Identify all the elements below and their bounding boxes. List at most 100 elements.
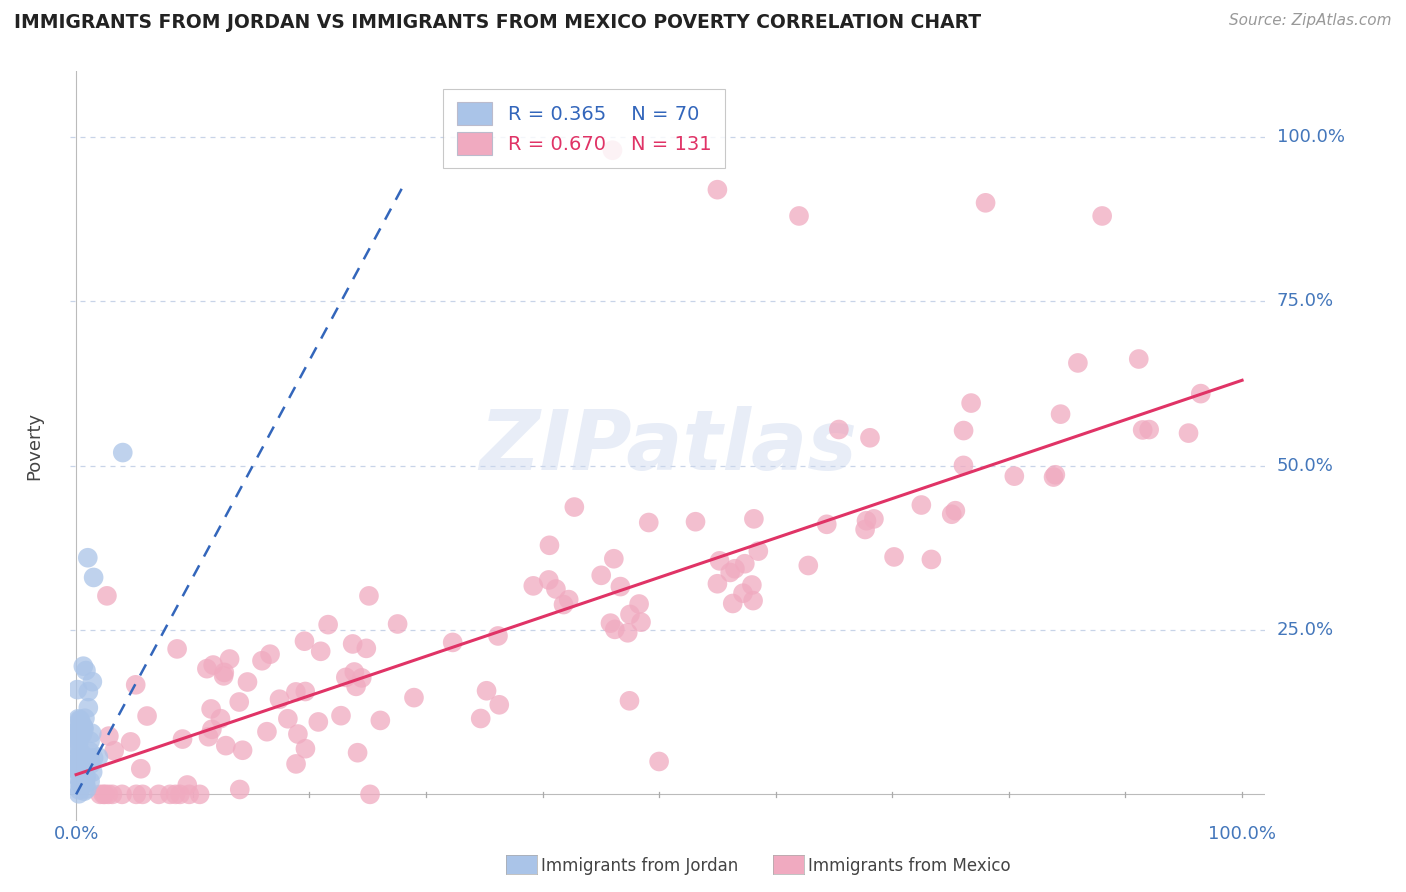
Point <box>188 788 211 802</box>
Point <box>952 458 974 473</box>
Point <box>797 558 820 573</box>
Point <box>69 777 91 791</box>
Point <box>66 749 89 764</box>
Point <box>176 778 198 792</box>
Point <box>72 718 94 732</box>
Point <box>79 745 101 759</box>
Point <box>259 647 281 661</box>
Point <box>148 788 170 802</box>
Point <box>201 723 224 737</box>
Point <box>1045 467 1067 482</box>
Point <box>76 781 98 796</box>
Point <box>66 739 89 754</box>
Point <box>1128 351 1150 366</box>
Point <box>350 671 373 685</box>
Point <box>229 782 252 797</box>
Point <box>72 659 94 673</box>
Text: ZIPatlas: ZIPatlas <box>479 406 856 486</box>
Point <box>73 759 96 773</box>
Point <box>125 788 148 802</box>
Point <box>67 760 90 774</box>
Point <box>685 515 707 529</box>
Point <box>69 776 91 790</box>
Point <box>960 396 983 410</box>
Point <box>165 788 187 802</box>
Point <box>65 762 87 776</box>
Point <box>1091 209 1114 223</box>
Point <box>486 629 509 643</box>
Text: 100.0%: 100.0% <box>1208 825 1277 843</box>
Point <box>96 589 118 603</box>
Point <box>65 758 87 772</box>
Point <box>342 637 364 651</box>
Point <box>974 195 997 210</box>
Text: Immigrants from Jordan: Immigrants from Jordan <box>541 857 738 875</box>
Point <box>66 739 89 754</box>
Point <box>553 598 575 612</box>
Point <box>269 692 291 706</box>
Point <box>212 669 235 683</box>
Point <box>357 589 380 603</box>
Text: IMMIGRANTS FROM JORDAN VS IMMIGRANTS FROM MEXICO POVERTY CORRELATION CHART: IMMIGRANTS FROM JORDAN VS IMMIGRANTS FRO… <box>14 13 981 32</box>
Point <box>69 765 91 780</box>
Point <box>250 654 273 668</box>
Point <box>73 784 96 798</box>
Point <box>591 568 613 582</box>
Point <box>65 724 87 739</box>
Point <box>67 723 90 737</box>
Point <box>1132 423 1154 437</box>
Point <box>125 678 148 692</box>
Point <box>488 698 510 712</box>
Point <box>75 770 97 784</box>
Point <box>630 615 652 629</box>
Point <box>356 641 378 656</box>
Point <box>66 726 89 740</box>
Point <box>742 593 765 607</box>
Point <box>169 788 191 802</box>
Point <box>72 721 94 735</box>
Point <box>724 562 747 576</box>
Point <box>215 739 238 753</box>
Point <box>172 732 194 747</box>
Point <box>1042 470 1064 484</box>
Point <box>67 764 90 778</box>
Point <box>67 731 90 745</box>
Point <box>637 516 659 530</box>
Point <box>75 776 97 790</box>
Point <box>80 757 103 772</box>
Point <box>70 746 93 760</box>
Point <box>855 514 877 528</box>
Point <box>76 550 98 565</box>
Point <box>603 551 626 566</box>
Point <box>97 729 120 743</box>
Point <box>475 683 498 698</box>
Point <box>316 617 339 632</box>
Point <box>603 623 626 637</box>
Point <box>1137 423 1160 437</box>
Text: 100.0%: 100.0% <box>1277 128 1344 146</box>
Point <box>294 684 316 698</box>
Point <box>232 743 254 757</box>
Legend: R = 0.365    N = 70, R = 0.670    N = 131: R = 0.365 N = 70, R = 0.670 N = 131 <box>443 88 725 169</box>
Point <box>69 713 91 727</box>
Point <box>599 616 621 631</box>
Point <box>75 664 97 678</box>
Point <box>619 607 641 622</box>
Point <box>562 500 585 514</box>
Point <box>344 679 367 693</box>
Point <box>69 730 91 744</box>
Point <box>111 788 134 802</box>
Point <box>734 557 756 571</box>
Point <box>602 143 624 157</box>
Point <box>136 709 159 723</box>
Point <box>111 445 134 459</box>
Point <box>67 783 90 797</box>
Point <box>616 625 638 640</box>
Point <box>287 727 309 741</box>
Point <box>65 763 87 777</box>
Point <box>544 582 567 596</box>
Point <box>82 674 104 689</box>
Point <box>1067 356 1090 370</box>
Point <box>79 774 101 789</box>
Point <box>87 750 110 764</box>
